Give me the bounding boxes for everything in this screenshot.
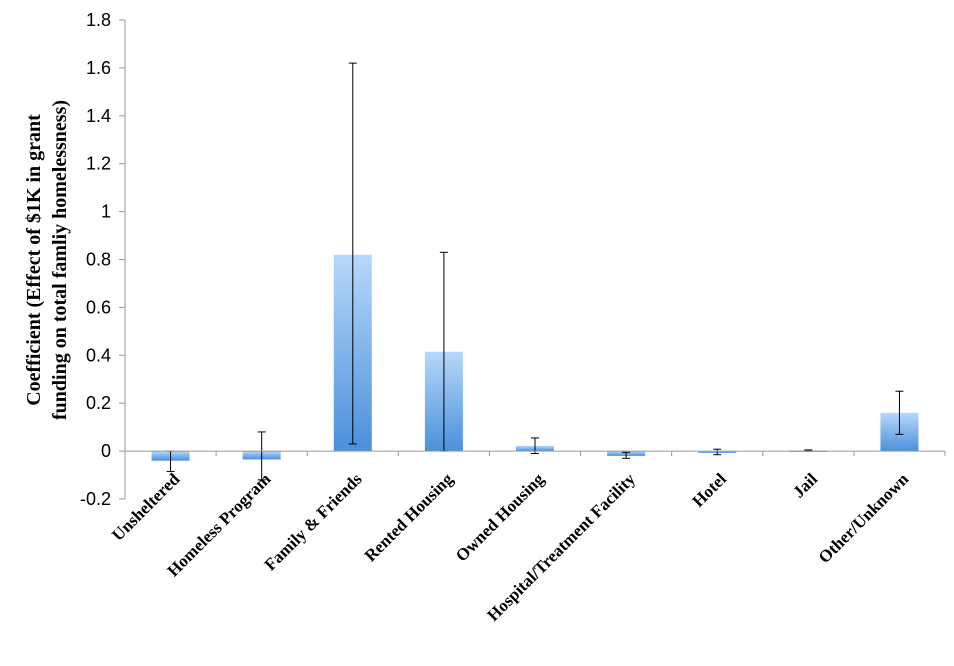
error-bar	[895, 390, 904, 435]
category-label: Owned Housing	[452, 469, 548, 565]
y-axis-ticks: -0.2 0 0.2 0.4 0.6 0.8 1 1.2 1.4 1.6 1.8	[80, 10, 125, 509]
y-tick-label: 0.6	[86, 297, 111, 317]
error-bar	[622, 451, 631, 459]
y-tick-label: 0.2	[86, 393, 111, 413]
category-label: Hospital/Treatment Facility	[483, 469, 639, 625]
category-label: Rented Housing	[361, 469, 457, 565]
y-tick-label: 1.2	[86, 154, 111, 174]
category-label: Unsheltered	[108, 469, 184, 545]
category-label: Family & Friends	[261, 469, 366, 574]
y-tick-label: 0.8	[86, 250, 111, 270]
y-tick-label: 1	[101, 202, 111, 222]
y-tick-label: -0.2	[80, 489, 111, 509]
y-tick-label: 0.4	[86, 345, 111, 365]
error-bar	[257, 431, 266, 481]
category-label: Other/Unknown	[815, 469, 913, 567]
axes	[124, 20, 946, 499]
bars	[151, 254, 919, 461]
error-bar	[348, 62, 357, 445]
y-tick-label: 1.6	[86, 58, 111, 78]
y-tick-label: 1.4	[86, 106, 111, 126]
y-tick-label: 0	[101, 441, 111, 461]
category-label: Hotel	[689, 469, 731, 511]
y-axis-title: Coefficient (Effect of $1K in grant fundi…	[23, 100, 71, 420]
y-axis-title-line: Coefficient (Effect of $1K in grant	[23, 114, 45, 406]
y-tick-label: 1.8	[86, 10, 111, 30]
y-axis-title-line: funding on total famliy homelessness)	[49, 100, 71, 420]
error-bars	[166, 62, 904, 481]
category-label: Jail	[789, 469, 821, 501]
error-bar	[713, 448, 722, 456]
